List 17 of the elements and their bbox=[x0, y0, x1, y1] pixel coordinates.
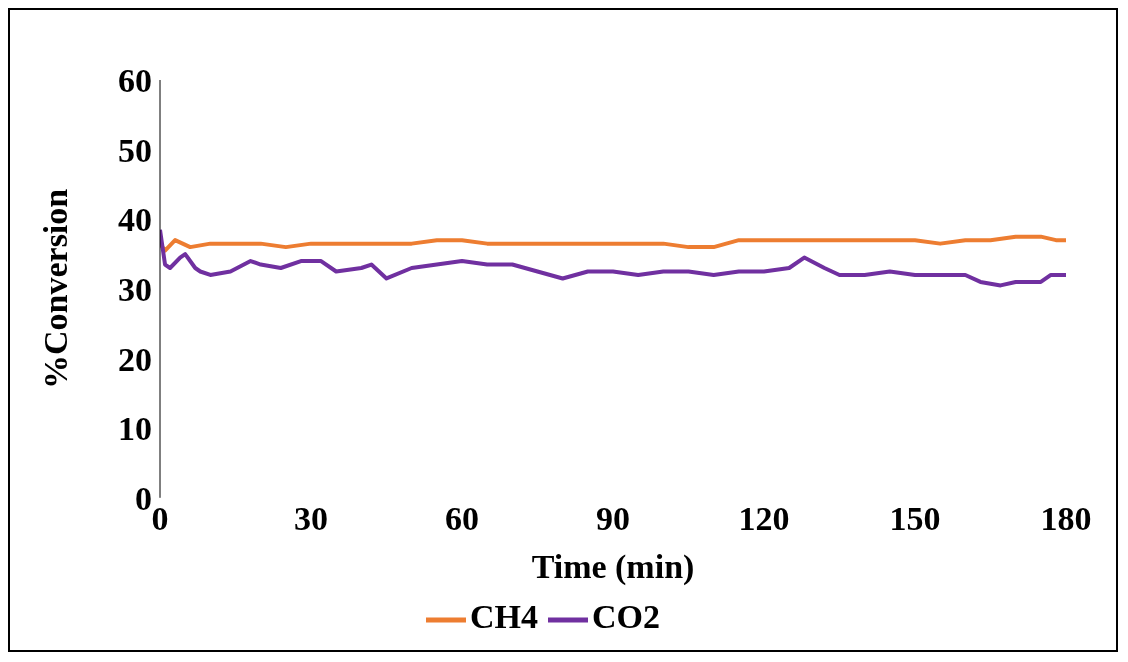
legend-label: CO2 bbox=[592, 597, 660, 635]
y-tick-label: 40 bbox=[118, 201, 152, 239]
y-tick-label: 30 bbox=[118, 270, 152, 308]
legend-label: CH4 bbox=[470, 597, 538, 635]
y-axis-title: %Conversion bbox=[37, 188, 75, 390]
line-series bbox=[160, 227, 1066, 288]
x-tick-label: 120 bbox=[738, 499, 790, 537]
y-tick-label: 20 bbox=[118, 340, 152, 378]
x-tick-label: 30 bbox=[294, 499, 328, 537]
x-tick-label: 150 bbox=[889, 499, 941, 537]
x-tick-label: 90 bbox=[596, 499, 630, 537]
x-tick-label: 180 bbox=[1040, 499, 1092, 537]
x-tick-label: 60 bbox=[445, 499, 479, 537]
y-tick-label: 10 bbox=[118, 410, 152, 448]
y-tick-label: 60 bbox=[118, 62, 152, 100]
y-tick-label: 50 bbox=[118, 131, 152, 169]
x-axis-title: Time (min) bbox=[531, 547, 695, 586]
